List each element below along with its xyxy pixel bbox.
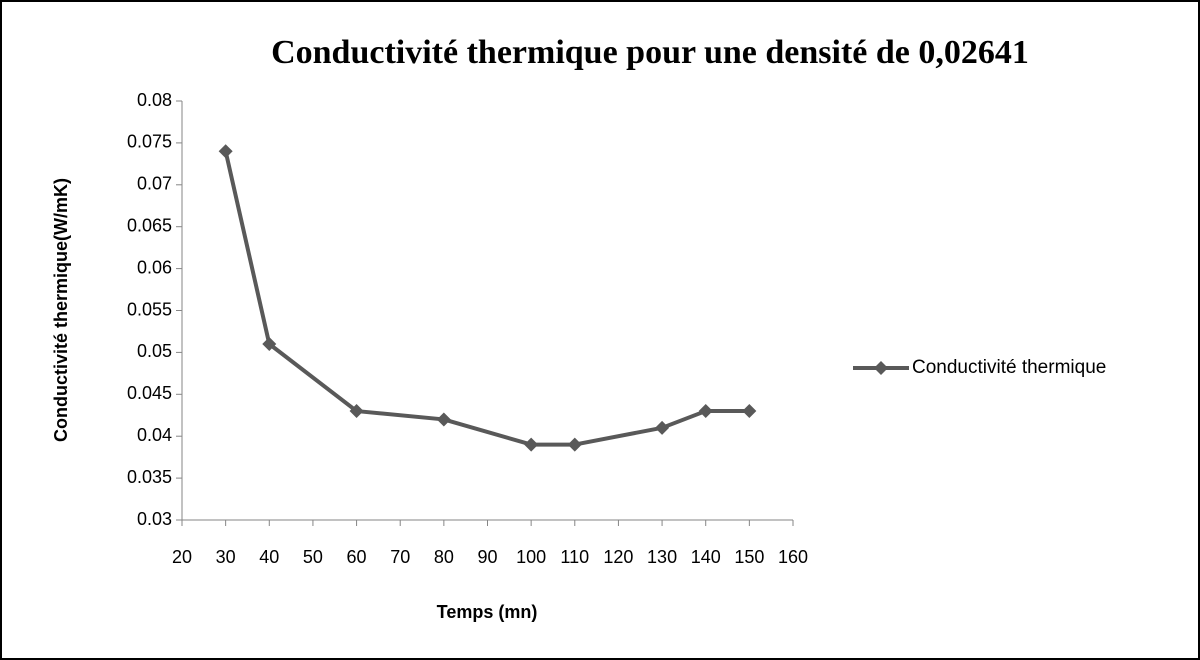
x-tick-label: 120	[603, 547, 633, 567]
x-tick-label: 110	[560, 547, 589, 567]
x-tick-label: 70	[390, 547, 410, 567]
x-tick-label: 50	[303, 547, 323, 567]
y-tick-label: 0.04	[137, 425, 172, 445]
y-tick-label: 0.035	[127, 467, 172, 487]
x-tick-label: 30	[216, 547, 236, 567]
y-tick-label: 0.075	[127, 132, 172, 152]
x-axis-title: Temps (mn)	[437, 602, 538, 622]
x-tick-label: 40	[259, 547, 279, 567]
x-tick-label: 150	[734, 547, 764, 567]
data-point	[218, 144, 233, 159]
data-point	[742, 404, 757, 419]
y-tick-label: 0.06	[137, 257, 172, 277]
x-tick-label: 130	[647, 547, 677, 567]
data-point	[567, 437, 582, 452]
y-tick-label: 0.05	[137, 341, 172, 361]
data-point	[524, 437, 539, 452]
y-tick-label: 0.08	[137, 90, 172, 110]
data-point	[698, 404, 713, 419]
legend-label: Conductivité thermique	[912, 357, 1106, 378]
y-tick-label: 0.03	[137, 509, 172, 529]
data-point	[349, 404, 364, 419]
x-tick-label: 60	[347, 547, 367, 567]
x-tick-label: 20	[172, 547, 192, 567]
y-tick-label: 0.065	[127, 215, 172, 235]
chart-title: Conductivité thermique pour une densité …	[271, 34, 1029, 71]
y-axis-title: Conductivité thermique(W/mK)	[51, 178, 71, 442]
legend-marker	[874, 361, 888, 375]
data-point	[436, 412, 451, 427]
y-tick-label: 0.045	[127, 383, 172, 403]
y-tick-label: 0.055	[127, 299, 172, 319]
x-tick-label: 140	[691, 547, 721, 567]
x-tick-label: 80	[434, 547, 454, 567]
y-tick-label: 0.07	[137, 174, 172, 194]
x-tick-label: 160	[778, 547, 808, 567]
data-point	[655, 420, 670, 435]
x-tick-label: 90	[477, 547, 497, 567]
x-tick-label: 100	[516, 547, 546, 567]
data-point	[262, 337, 277, 352]
